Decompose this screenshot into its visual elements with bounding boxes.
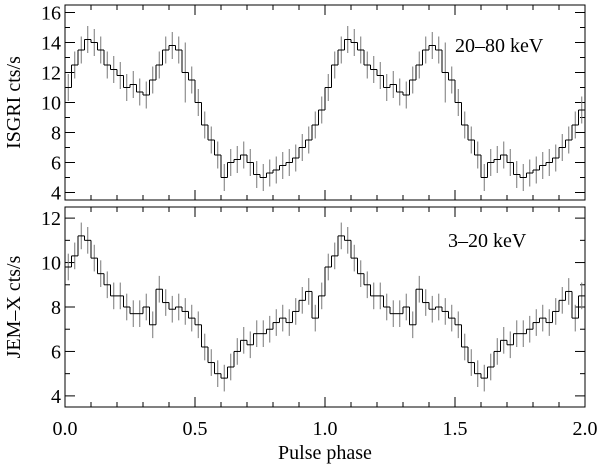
y-tick-label: 10 xyxy=(41,253,61,275)
y-tick-label: 8 xyxy=(51,297,61,319)
annotation: 3–20 keV xyxy=(448,230,527,252)
x-tick-label: 0.5 xyxy=(183,418,208,440)
annotation: 20–80 keV xyxy=(455,35,544,57)
y-tick-label: 8 xyxy=(51,123,61,145)
y-tick-label: 14 xyxy=(41,33,61,55)
x-tick-label: 1.0 xyxy=(313,418,338,440)
y-tick-label: 12 xyxy=(41,63,61,85)
y-axis-label: ISGRI cts/s xyxy=(3,56,25,149)
y-tick-label: 12 xyxy=(41,208,61,230)
y-tick-label: 6 xyxy=(51,341,61,363)
y-tick-label: 4 xyxy=(51,183,61,205)
y-tick-label: 10 xyxy=(41,93,61,115)
y-tick-label: 4 xyxy=(51,386,61,408)
x-tick-label: 0.0 xyxy=(53,418,78,440)
y-axis-label: JEM–X cts/s xyxy=(3,255,25,358)
x-axis-label: Pulse phase xyxy=(278,442,372,464)
x-tick-label: 1.5 xyxy=(443,418,468,440)
y-tick-label: 16 xyxy=(41,3,61,25)
y-tick-label: 6 xyxy=(51,153,61,175)
x-tick-label: 2.0 xyxy=(573,418,598,440)
